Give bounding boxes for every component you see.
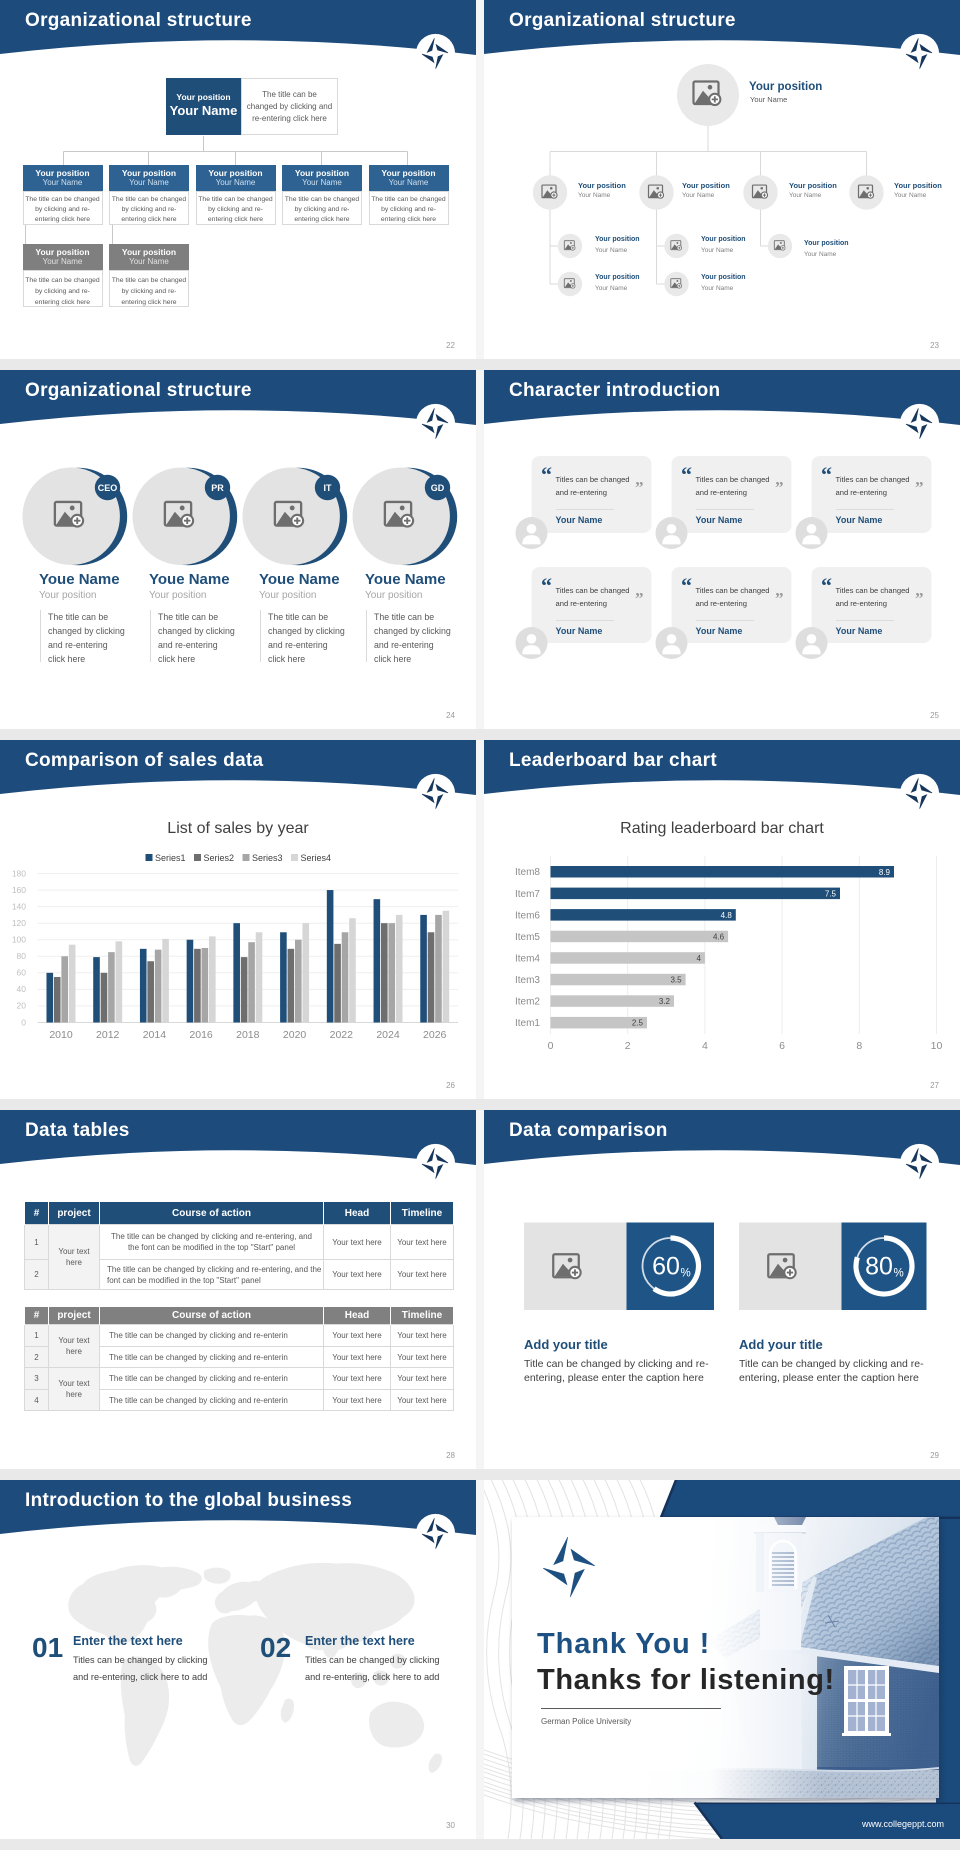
svg-text:Item6: Item6 bbox=[515, 910, 540, 921]
svg-text:Item5: Item5 bbox=[515, 932, 540, 943]
svg-text:2024: 2024 bbox=[376, 1029, 400, 1041]
svg-text:180: 180 bbox=[12, 868, 26, 878]
svg-text:0: 0 bbox=[21, 1017, 26, 1027]
svg-text:2016: 2016 bbox=[189, 1029, 213, 1041]
svg-text:100: 100 bbox=[12, 935, 26, 945]
svg-text:6: 6 bbox=[779, 1040, 785, 1052]
svg-text:160: 160 bbox=[12, 885, 26, 895]
svg-text:60: 60 bbox=[652, 1253, 680, 1281]
svg-text:0: 0 bbox=[548, 1040, 554, 1052]
svg-text:140: 140 bbox=[12, 901, 26, 911]
svg-text:40: 40 bbox=[17, 984, 27, 994]
svg-text:IT: IT bbox=[324, 483, 333, 493]
svg-text:2014: 2014 bbox=[143, 1029, 167, 1041]
svg-text:Series1: Series1 bbox=[155, 853, 186, 863]
svg-text:60: 60 bbox=[17, 968, 27, 978]
svg-text:4.6: 4.6 bbox=[713, 933, 725, 942]
svg-text:CEO: CEO bbox=[98, 483, 118, 493]
svg-text:2012: 2012 bbox=[96, 1029, 120, 1041]
svg-text:2026: 2026 bbox=[423, 1029, 447, 1041]
svg-text:Item2: Item2 bbox=[515, 997, 540, 1008]
svg-text:PR: PR bbox=[211, 483, 224, 493]
svg-text:Series4: Series4 bbox=[301, 853, 332, 863]
svg-text:Item3: Item3 bbox=[515, 975, 540, 986]
svg-text:Item8: Item8 bbox=[515, 867, 540, 878]
svg-text:80: 80 bbox=[865, 1253, 893, 1281]
svg-text:8.9: 8.9 bbox=[879, 868, 891, 877]
svg-text:4: 4 bbox=[696, 954, 701, 963]
svg-text:20: 20 bbox=[17, 1001, 27, 1011]
svg-text:%: % bbox=[681, 1268, 691, 1280]
svg-text:3.2: 3.2 bbox=[659, 997, 671, 1006]
svg-text:Series2: Series2 bbox=[204, 853, 235, 863]
svg-text:2022: 2022 bbox=[330, 1029, 354, 1041]
svg-text:4: 4 bbox=[702, 1040, 708, 1052]
svg-text:2010: 2010 bbox=[49, 1029, 73, 1041]
svg-text:2018: 2018 bbox=[236, 1029, 260, 1041]
svg-text:GD: GD bbox=[431, 483, 445, 493]
svg-text:120: 120 bbox=[12, 918, 26, 928]
svg-text:3.5: 3.5 bbox=[670, 976, 682, 985]
svg-text:7.5: 7.5 bbox=[825, 889, 837, 898]
svg-text:Series3: Series3 bbox=[252, 853, 283, 863]
svg-text:10: 10 bbox=[931, 1040, 943, 1052]
svg-text:4.8: 4.8 bbox=[721, 911, 733, 920]
svg-text:%: % bbox=[894, 1268, 904, 1280]
svg-text:80: 80 bbox=[17, 951, 27, 961]
svg-text:Item1: Item1 bbox=[515, 1018, 540, 1029]
svg-text:2.5: 2.5 bbox=[632, 1019, 644, 1028]
svg-text:8: 8 bbox=[856, 1040, 862, 1052]
svg-text:Item7: Item7 bbox=[515, 889, 540, 900]
svg-text:2020: 2020 bbox=[283, 1029, 307, 1041]
svg-text:Item4: Item4 bbox=[515, 953, 540, 964]
svg-text:2: 2 bbox=[625, 1040, 631, 1052]
